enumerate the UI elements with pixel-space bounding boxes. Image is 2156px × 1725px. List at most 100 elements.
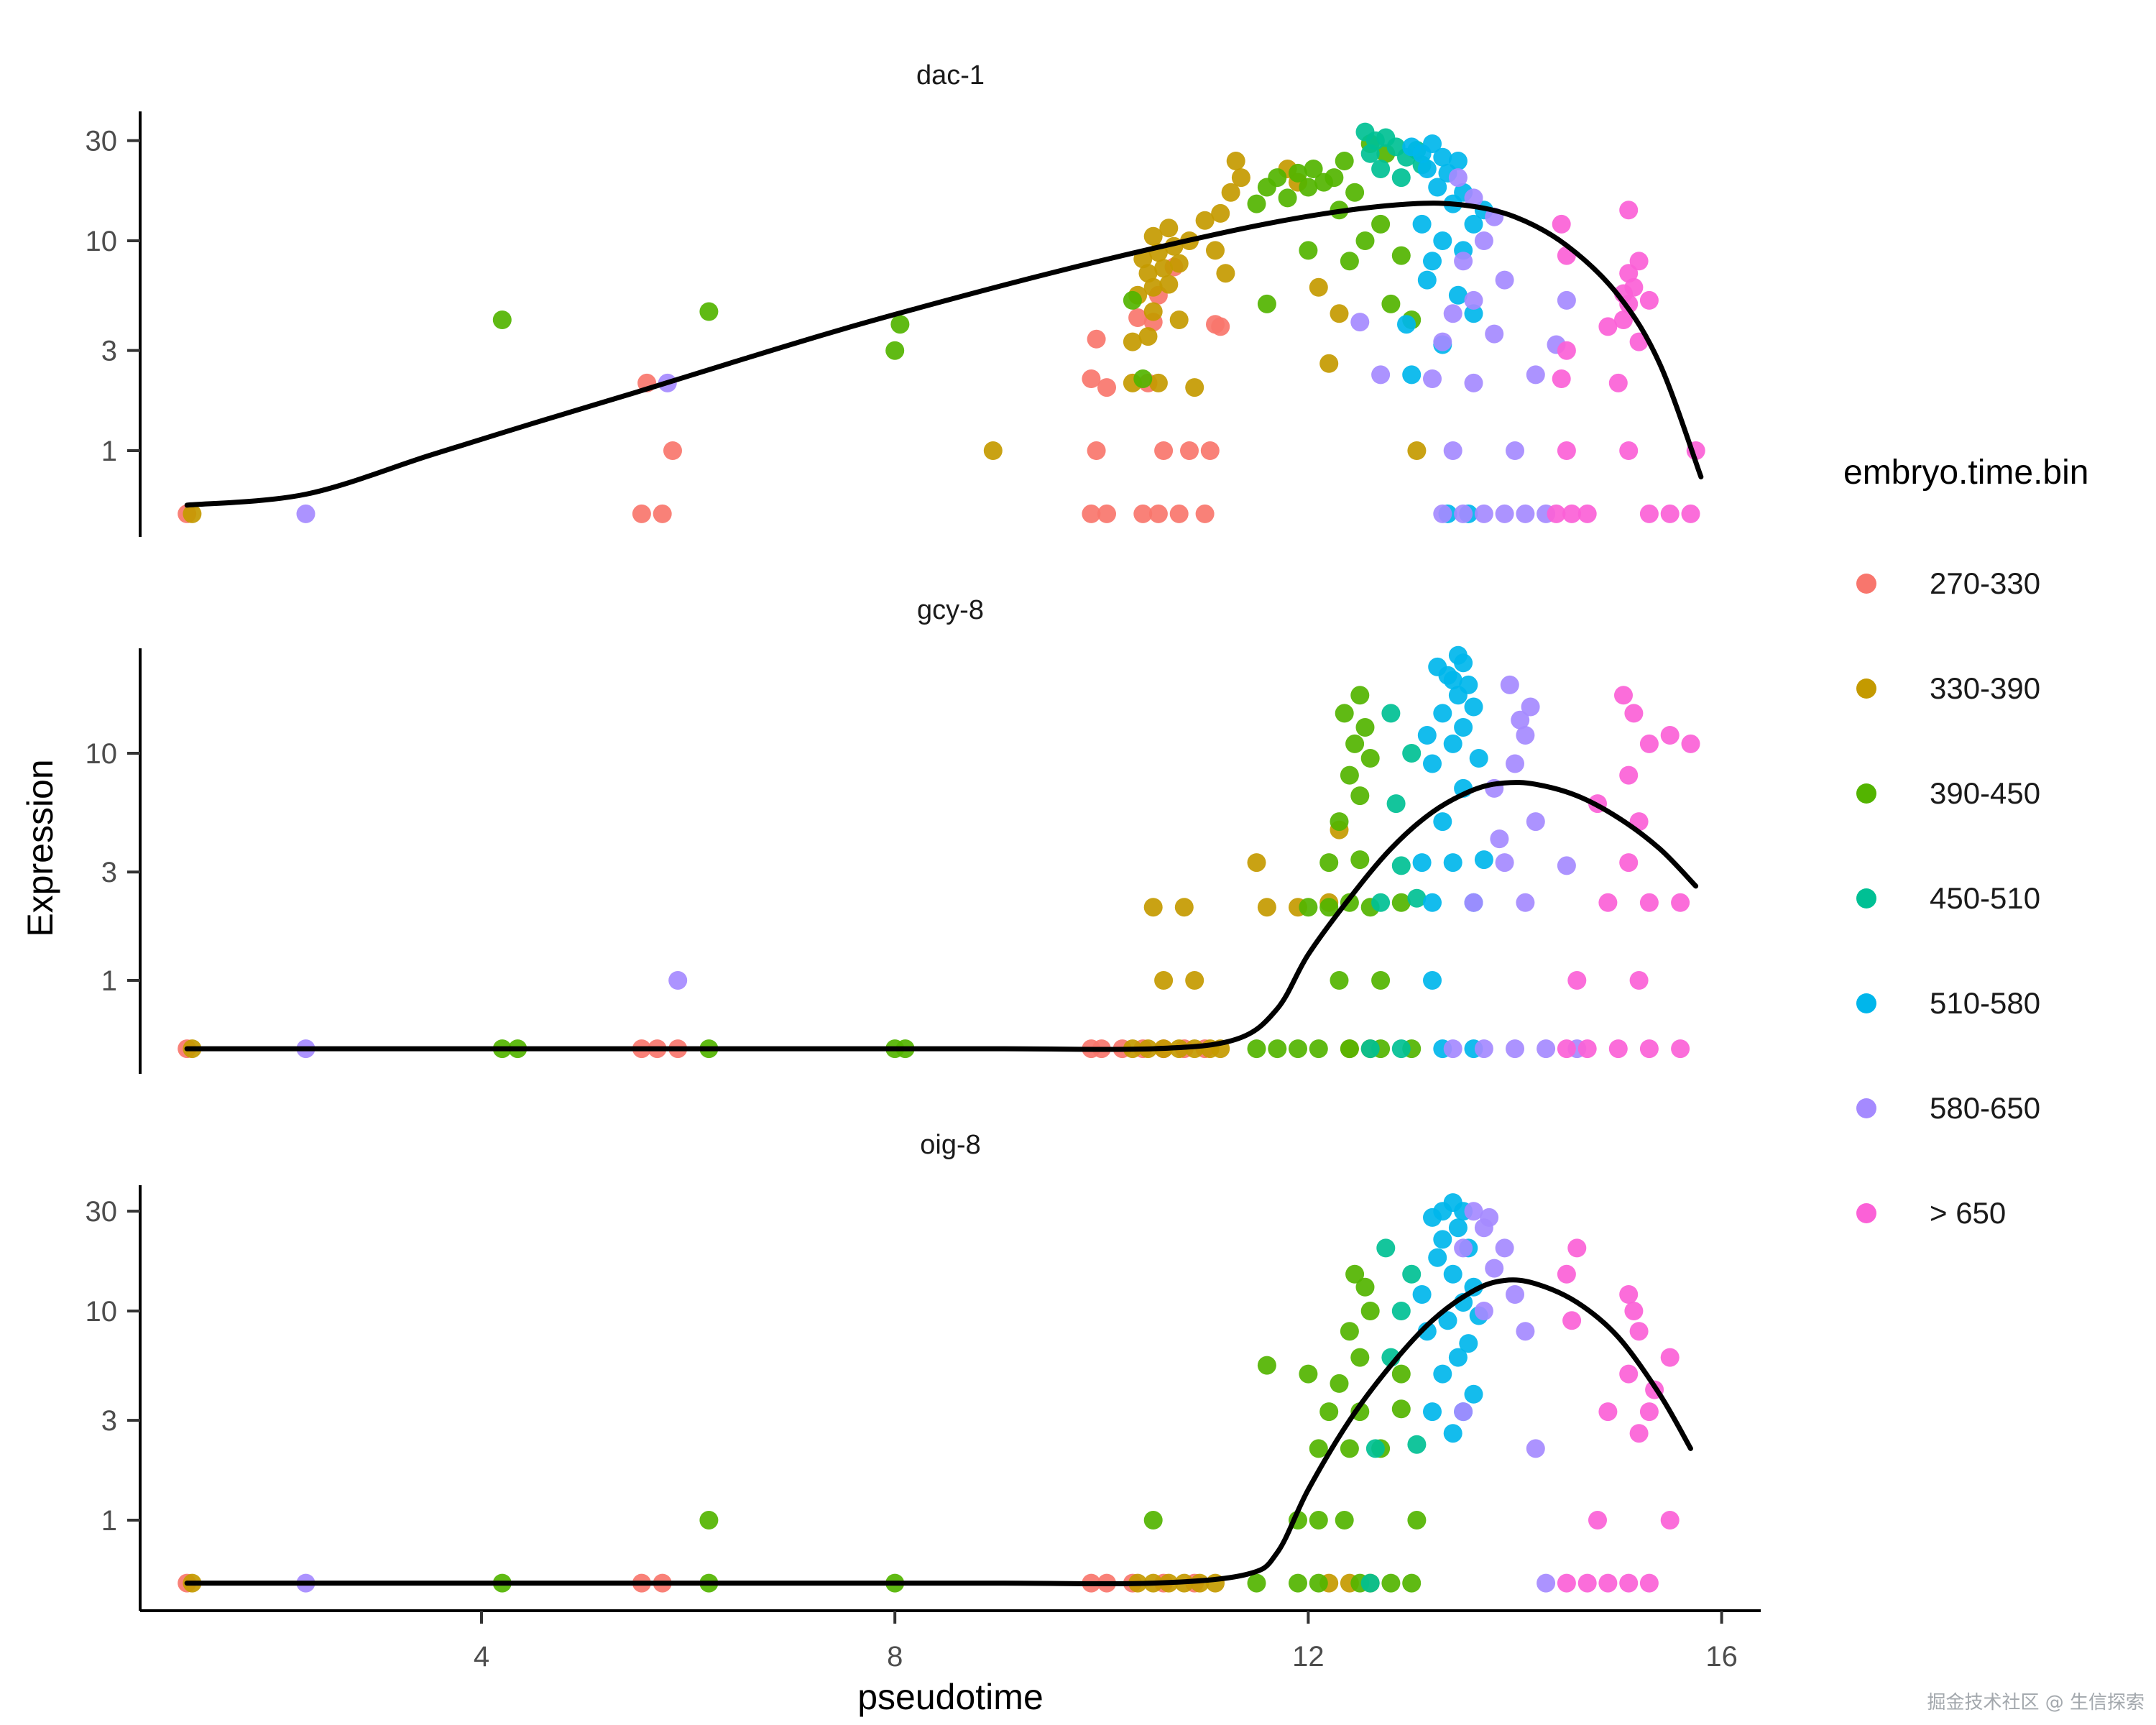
data-point [1614, 310, 1633, 329]
data-point [1148, 504, 1168, 523]
data-point [1459, 1334, 1478, 1353]
data-point [1423, 1402, 1442, 1422]
data-point [1340, 765, 1359, 785]
data-point [1391, 1364, 1411, 1384]
y-tick-label: 1 [101, 1505, 117, 1537]
data-point [1355, 231, 1375, 250]
data-point [1169, 254, 1189, 273]
data-point [1433, 147, 1452, 167]
data-point [1143, 302, 1163, 321]
watermark: 掘金技术社区 @ 生信探索 [1927, 1692, 2145, 1714]
data-point [1598, 1402, 1618, 1422]
facet-title-oig-8: oig-8 [920, 1130, 981, 1160]
data-point [1500, 675, 1519, 694]
data-point [1330, 971, 1349, 990]
data-point [1567, 971, 1587, 990]
data-point [296, 504, 315, 523]
data-point [1247, 853, 1266, 873]
data-point [1350, 313, 1370, 332]
data-point [1340, 1322, 1359, 1341]
data-point [1577, 504, 1597, 523]
data-point [1340, 1039, 1359, 1059]
data-point [1319, 354, 1339, 373]
data-point [1345, 734, 1365, 753]
data-point [1639, 734, 1659, 753]
legend-key-dot [1856, 574, 1876, 594]
data-point [1335, 1511, 1354, 1530]
data-point [1211, 203, 1230, 223]
data-point [1309, 1039, 1328, 1059]
data-point [1537, 1573, 1556, 1593]
data-point [183, 504, 202, 523]
data-point [1423, 134, 1442, 153]
data-point [1619, 1573, 1639, 1593]
data-point [1206, 241, 1225, 260]
data-point [1376, 1238, 1396, 1258]
y-axis-title: Expression [20, 759, 60, 937]
data-point [1629, 252, 1649, 271]
data-point [983, 441, 1003, 460]
data-point [1526, 1439, 1545, 1458]
data-point [1402, 744, 1422, 763]
data-point [1495, 853, 1514, 873]
data-point [1454, 252, 1473, 271]
data-point [1087, 329, 1106, 349]
data-point [1506, 441, 1524, 460]
data-point [1521, 697, 1540, 717]
legend-item-270-330: 270-330 [1843, 531, 2145, 636]
data-point [1619, 1285, 1639, 1304]
data-point [1624, 704, 1644, 723]
y-tick-label: 10 [86, 1296, 118, 1328]
data-point [1614, 686, 1633, 705]
data-point [1619, 1364, 1639, 1384]
data-point [1417, 270, 1437, 290]
data-point [1391, 856, 1411, 875]
data-point [1340, 252, 1359, 271]
data-point [1417, 726, 1437, 745]
data-point [1506, 754, 1524, 773]
data-point [1567, 1238, 1587, 1258]
data-point [1639, 504, 1659, 523]
data-point [1133, 369, 1153, 388]
data-point [1557, 856, 1576, 875]
data-point [1128, 308, 1148, 327]
data-point [1391, 1399, 1411, 1419]
data-point [1433, 704, 1452, 723]
data-point [1143, 277, 1163, 297]
data-point [1516, 1322, 1535, 1341]
data-point [1577, 1573, 1597, 1593]
data-point [1268, 1039, 1287, 1059]
data-point [1381, 704, 1401, 723]
data-point [1159, 218, 1179, 238]
data-point [1443, 304, 1462, 323]
data-point [1391, 1302, 1411, 1320]
data-point [1319, 1402, 1339, 1422]
data-point [1660, 1348, 1680, 1367]
data-point [1257, 898, 1276, 917]
data-point [1133, 504, 1153, 523]
data-point [1138, 264, 1158, 283]
data-point [1464, 1384, 1483, 1404]
data-point [1639, 1402, 1659, 1422]
data-point [1360, 144, 1380, 163]
data-point [1397, 315, 1416, 334]
data-point [1299, 178, 1318, 197]
data-point [1454, 1238, 1473, 1258]
data-point [632, 504, 651, 523]
data-point [1629, 971, 1649, 990]
data-point [1371, 160, 1391, 178]
data-point [1459, 675, 1478, 694]
legend-key-dot [1856, 783, 1876, 804]
data-point [1639, 290, 1659, 310]
data-point [663, 441, 682, 460]
data-point [1557, 341, 1576, 360]
data-point [1474, 1218, 1493, 1238]
x-axis-title: pseudotime [857, 1677, 1044, 1717]
data-point [1428, 178, 1447, 197]
data-point [1123, 290, 1142, 310]
data-point [1464, 304, 1483, 323]
data-point [1448, 285, 1468, 305]
data-point [492, 310, 512, 329]
data-point [1309, 1511, 1328, 1530]
data-point [1407, 1511, 1427, 1530]
